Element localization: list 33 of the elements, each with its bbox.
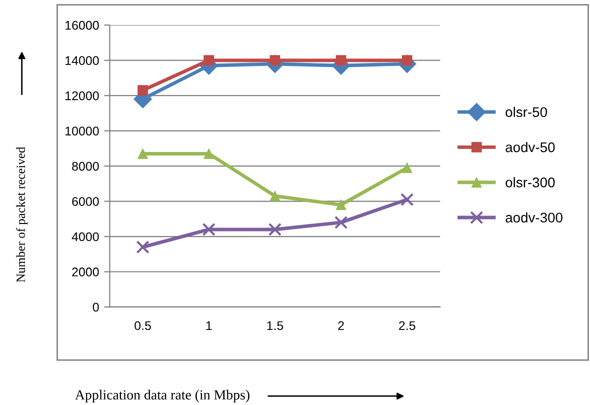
x-tick-label: 1.5 (267, 321, 284, 330)
y-tick-label: 16000 (66, 20, 99, 30)
x-axis-title: Application data rate (in Mbps) (75, 390, 250, 402)
point (202, 222, 216, 236)
point (270, 190, 280, 202)
x-tick-label: 2 (338, 321, 344, 330)
point (268, 222, 282, 236)
y-tick-label: 8000 (72, 162, 99, 171)
point (138, 148, 148, 159)
legend-label: olsr-300 (506, 177, 555, 188)
legend-label: olsr-50 (506, 106, 547, 118)
point (204, 55, 214, 66)
legend-label: aodv-300 (506, 212, 562, 223)
y-tick-label: 6000 (72, 197, 99, 206)
point (402, 162, 412, 174)
point (138, 85, 148, 96)
point (334, 216, 348, 230)
point (400, 192, 414, 206)
y-axis-title: Number of packet received (16, 146, 28, 282)
point (336, 55, 346, 66)
point (336, 200, 346, 210)
y-tick-label: 12000 (66, 91, 99, 100)
y-tick-label: 4000 (72, 232, 99, 242)
x-tick-label: 1 (206, 321, 212, 330)
x-tick-label: 2.5 (399, 321, 416, 330)
y-tick-label: 0 (92, 302, 99, 312)
y-tick-label: 10000 (66, 126, 99, 136)
point (136, 240, 150, 254)
y-tick-label: 14000 (66, 56, 99, 65)
legend-label: aodv-50 (506, 142, 555, 152)
y-tick-label: 2000 (72, 268, 99, 276)
x-tick-label: 0.5 (134, 321, 151, 330)
point (204, 148, 214, 159)
